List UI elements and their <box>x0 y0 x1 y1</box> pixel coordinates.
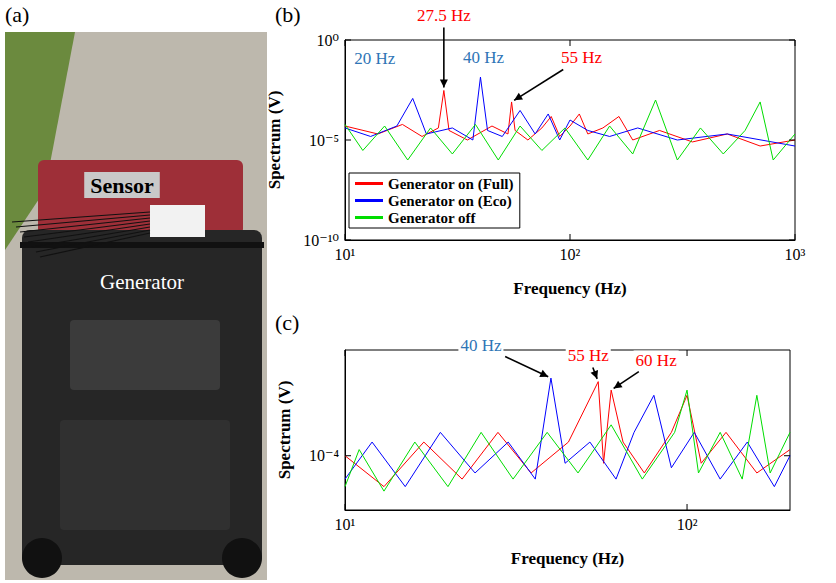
svg-text:27.5 Hz: 27.5 Hz <box>417 6 471 25</box>
svg-text:10¹: 10¹ <box>334 245 356 263</box>
svg-text:Generator: Generator <box>100 270 184 294</box>
svg-text:10²: 10² <box>677 516 698 533</box>
svg-text:60 Hz: 60 Hz <box>636 351 678 370</box>
svg-text:40 Hz: 40 Hz <box>460 336 502 355</box>
svg-text:Generator on (Full): Generator on (Full) <box>388 176 514 193</box>
svg-text:40 Hz: 40 Hz <box>463 48 505 67</box>
svg-text:10⁰: 10⁰ <box>317 32 339 49</box>
svg-text:Spectrum (V): Spectrum (V) <box>265 91 284 190</box>
svg-text:(c): (c) <box>275 310 299 335</box>
svg-text:55 Hz: 55 Hz <box>568 346 610 365</box>
svg-text:(b): (b) <box>275 2 301 27</box>
svg-text:(a): (a) <box>5 2 29 27</box>
svg-text:55 Hz: 55 Hz <box>561 48 603 67</box>
svg-text:10²: 10² <box>560 246 581 263</box>
svg-text:20 Hz: 20 Hz <box>354 49 396 68</box>
svg-text:10⁻¹⁰: 10⁻¹⁰ <box>303 232 339 249</box>
svg-text:Generator on (Eco): Generator on (Eco) <box>388 193 512 210</box>
svg-text:10³: 10³ <box>785 246 806 263</box>
svg-text:Spectrum (V): Spectrum (V) <box>275 381 294 480</box>
svg-text:10⁻⁵: 10⁻⁵ <box>309 132 339 149</box>
svg-text:10¹: 10¹ <box>335 516 356 533</box>
svg-text:10⁻⁴: 10⁻⁴ <box>309 447 339 464</box>
svg-text:Frequency (Hz): Frequency (Hz) <box>513 279 626 298</box>
svg-text:Generator off: Generator off <box>388 210 477 226</box>
svg-text:Sensor: Sensor <box>90 173 154 198</box>
svg-text:Frequency (Hz): Frequency (Hz) <box>511 549 624 568</box>
